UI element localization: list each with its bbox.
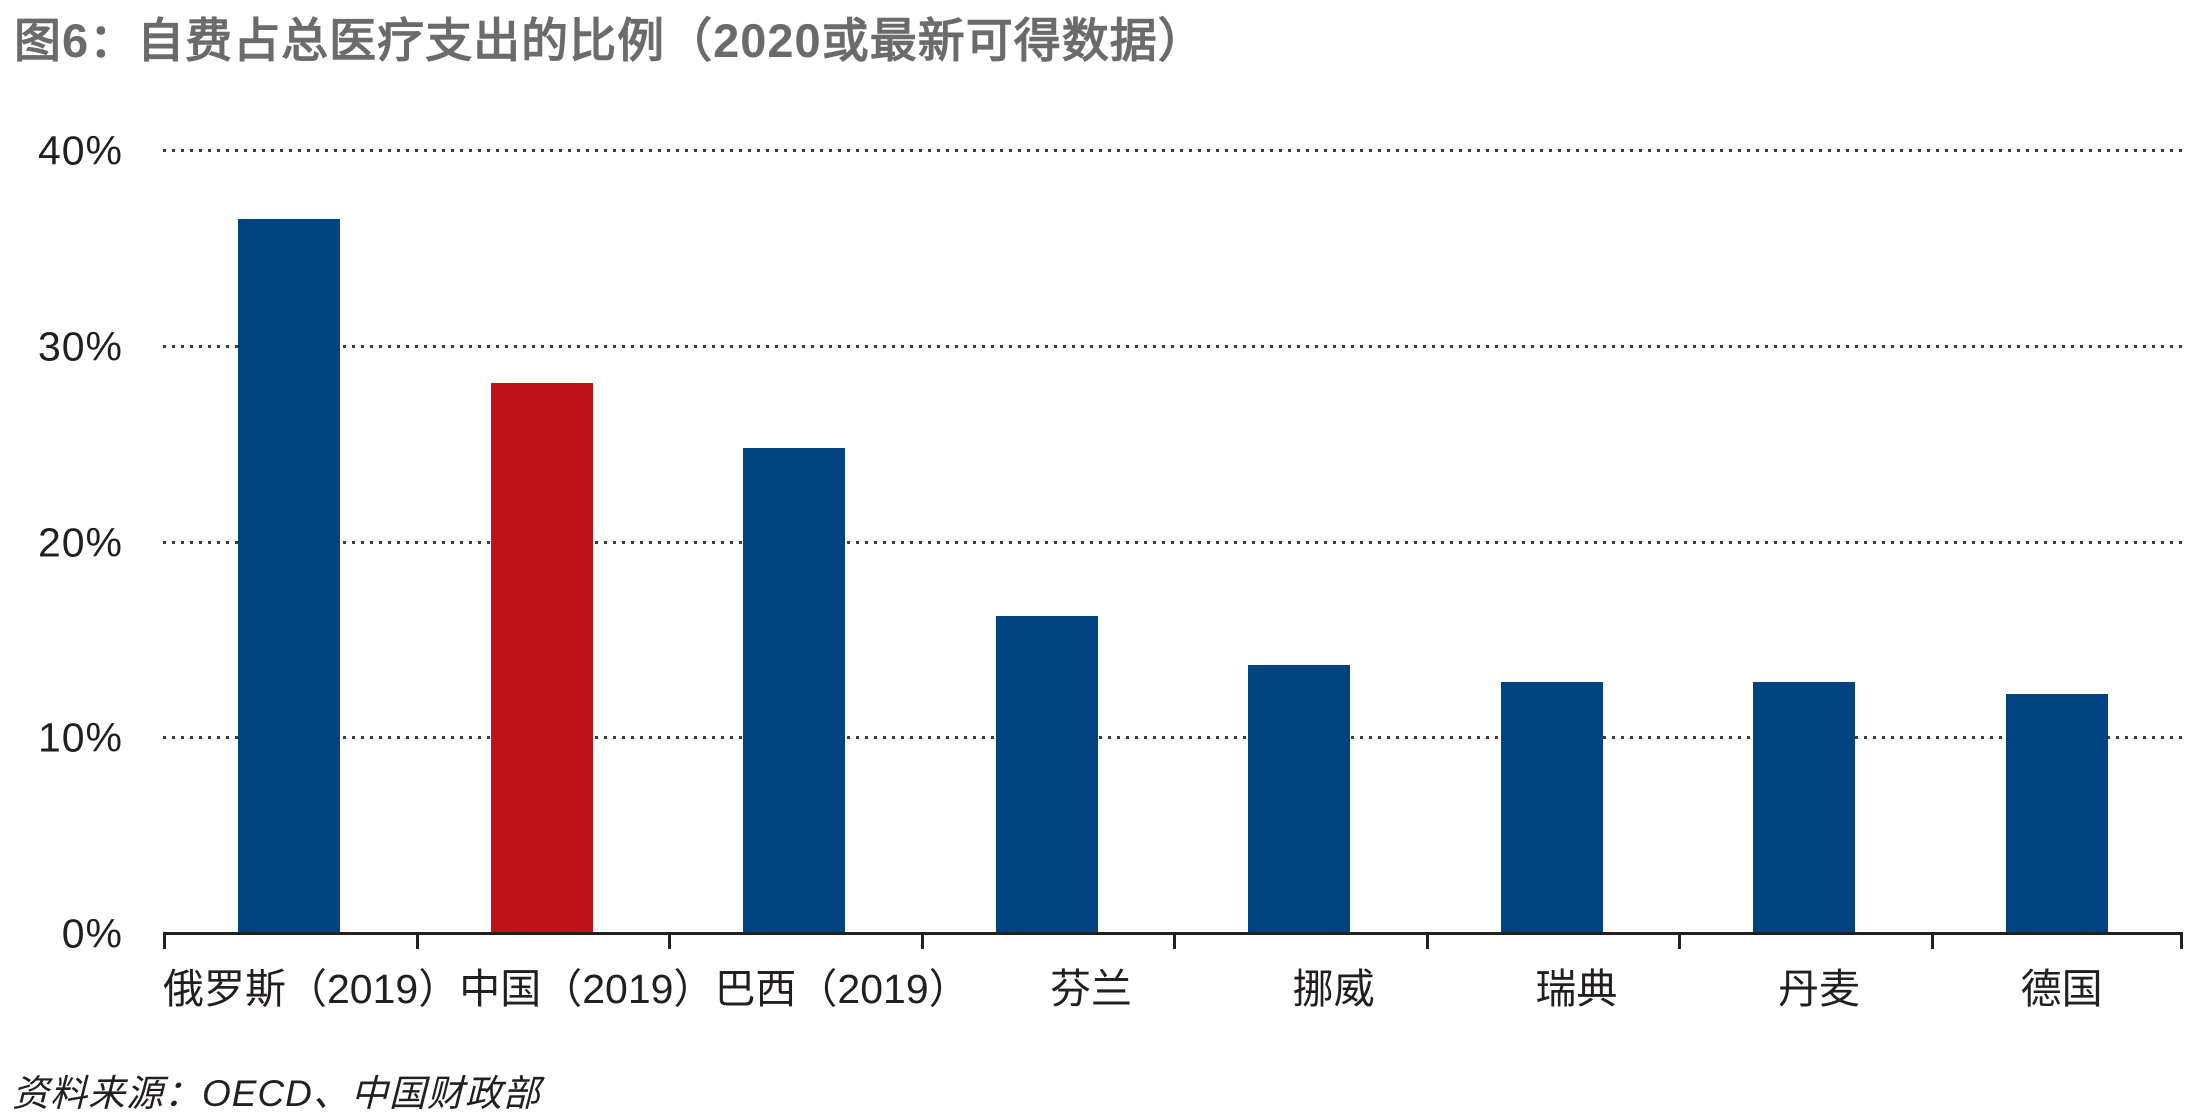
bar-俄罗斯（2019） (238, 218, 341, 933)
bar-丹麦 (1753, 682, 1856, 933)
x-axis-labels: 俄罗斯（2019） 中国（2019） 巴西（2019） 芬兰 挪威 瑞典 丹麦 德国 (163, 955, 2183, 1015)
gridline-40 (163, 149, 2183, 152)
source-note: 资料来源：OECD、中国财政部 (12, 1073, 541, 1114)
x-axis-category-label: 德国 (2020, 966, 2103, 1012)
x-axis-category-label: 中国（2019） (459, 966, 715, 1012)
y-axis-tick-label: 20% (37, 519, 123, 565)
y-axis-tick-label: 40% (37, 127, 123, 174)
bar-德国 (2005, 694, 2108, 933)
bar-瑞典 (1500, 682, 1603, 933)
bar-slot (163, 150, 416, 933)
x-axis-category-label: 挪威 (1292, 966, 1375, 1012)
plot-area (163, 149, 2183, 949)
x-axis-category-label: 芬兰 (1049, 966, 1132, 1012)
x-axis-tick (416, 933, 419, 949)
x-axis-category-label: 瑞典 (1535, 966, 1618, 1012)
x-axis-category-label: 俄罗斯（2019） (163, 966, 460, 1012)
gridline-10 (163, 736, 2183, 740)
gridline-30 (163, 344, 2183, 348)
x-axis-tick (1426, 933, 1429, 949)
x-axis-tick (163, 933, 166, 949)
x-axis-tick (1678, 933, 1681, 949)
bar-slot (1931, 150, 2184, 933)
bar-中国（2019） (490, 382, 593, 933)
chart-title: 图6：自费占总医疗支出的比例（2020或最新可得数据） (14, 14, 1206, 67)
y-axis-tick-label: 0% (61, 910, 123, 957)
bar-slot (921, 150, 1174, 933)
bar-slot (668, 150, 921, 933)
y-axis-tick-label: 10% (37, 714, 123, 761)
gridline-20 (163, 540, 2183, 544)
x-axis-tick (1931, 933, 1934, 949)
bar-slot (1678, 150, 1931, 933)
x-axis-tick (668, 933, 671, 949)
bar-挪威 (1248, 664, 1351, 933)
y-axis-tick-label: 30% (37, 323, 123, 370)
x-axis-category-label: 丹麦 (1778, 966, 1860, 1012)
x-axis-category-label: 巴西（2019） (714, 966, 970, 1012)
x-axis-tick (2180, 933, 2183, 949)
bars-group (163, 150, 2183, 933)
bar-slot (416, 150, 669, 933)
bar-slot (1426, 150, 1679, 933)
x-axis-tick (1173, 933, 1176, 949)
bar-巴西（2019） (743, 447, 846, 933)
bar-芬兰 (995, 615, 1098, 933)
bar-slot (1173, 150, 1426, 933)
x-axis-tick (921, 933, 924, 949)
